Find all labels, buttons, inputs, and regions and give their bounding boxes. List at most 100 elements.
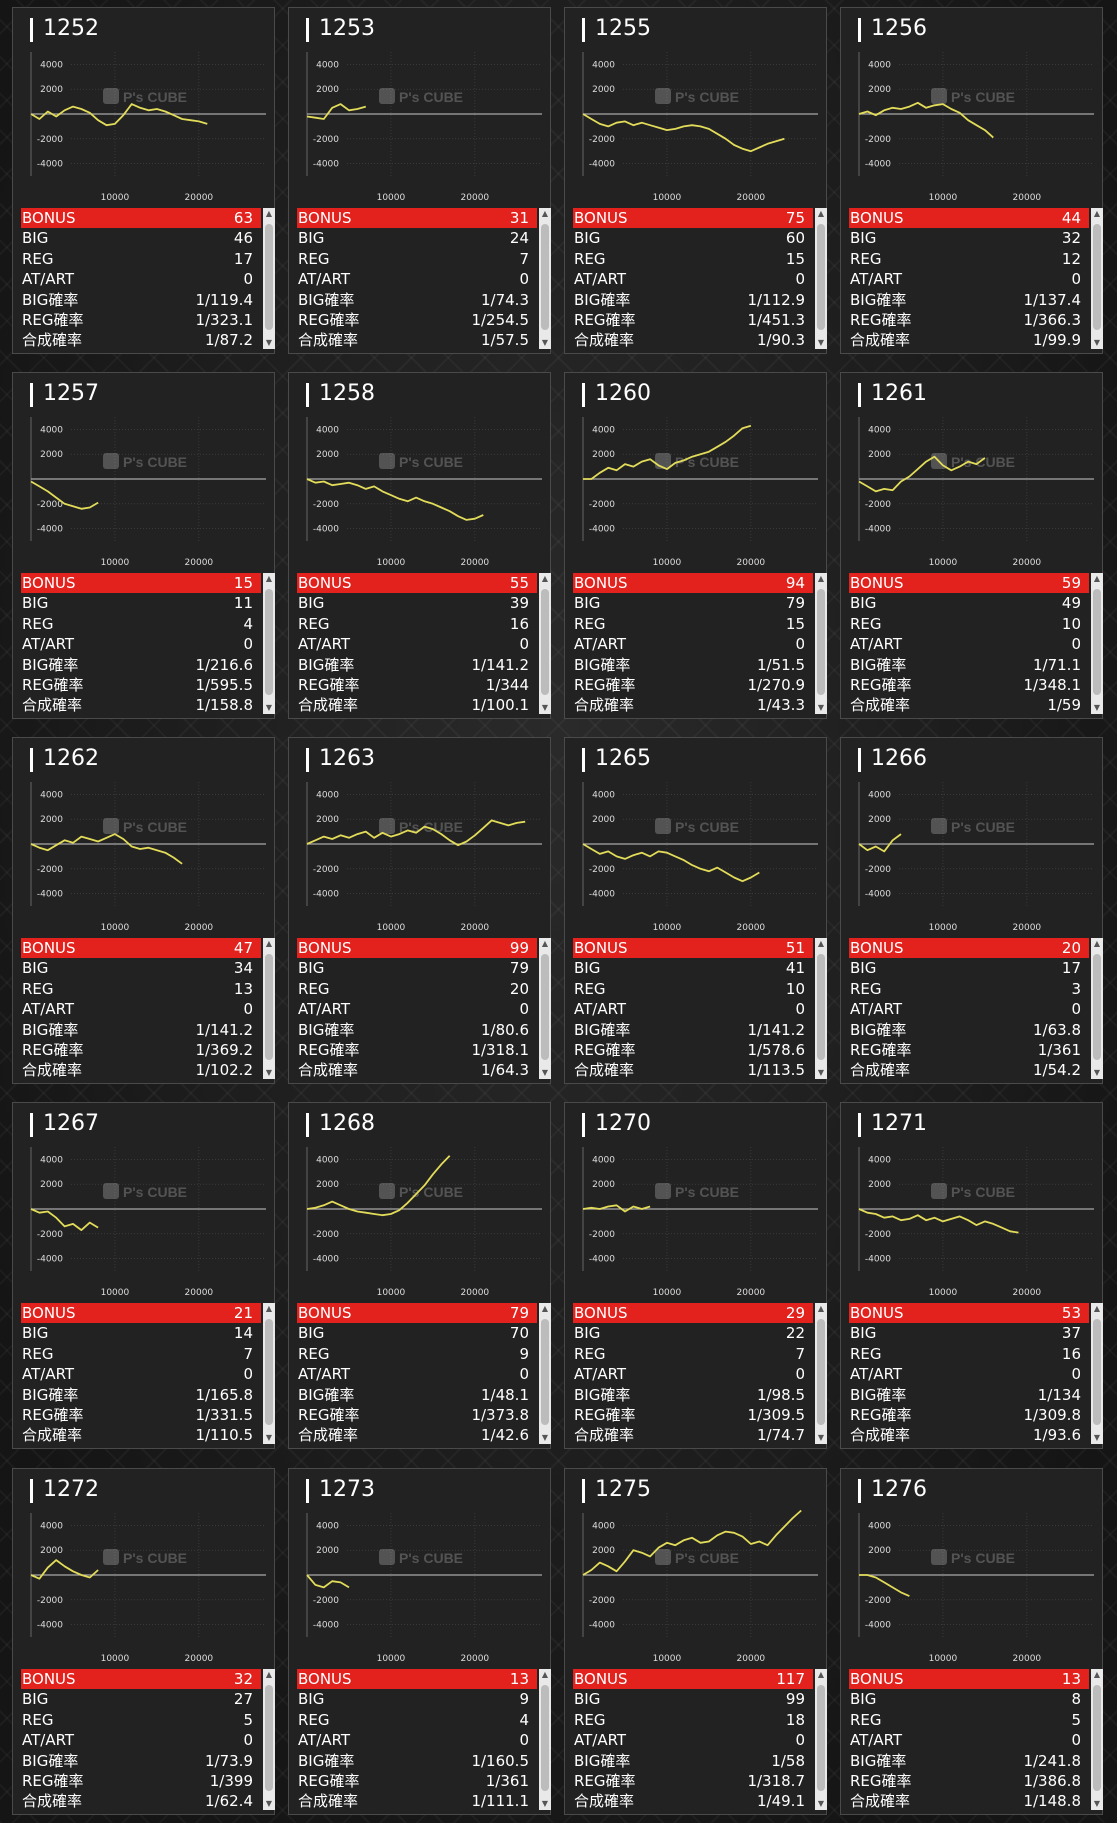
scroll-up-arrow-icon[interactable]: ▲ (1093, 1670, 1101, 1679)
stats-scrollbar[interactable]: ▲ ▼ (263, 573, 275, 714)
machine-number[interactable]: 1265 (595, 746, 651, 771)
scroll-thumb[interactable] (1093, 589, 1101, 695)
stats-scrollbar[interactable]: ▲ ▼ (815, 208, 827, 349)
scroll-up-arrow-icon[interactable]: ▲ (1093, 209, 1101, 218)
scroll-down-arrow-icon[interactable]: ▼ (541, 1068, 549, 1077)
scroll-down-arrow-icon[interactable]: ▼ (1093, 1799, 1101, 1808)
machine-card[interactable]: 1271 P's CUBE 4000 2000 -2000 -4000 10000 20000… (840, 1102, 1103, 1449)
stats-scrollbar[interactable]: ▲ ▼ (815, 938, 827, 1079)
scroll-thumb[interactable] (265, 1685, 273, 1791)
stats-scrollbar[interactable]: ▲ ▼ (263, 1303, 275, 1444)
scroll-up-arrow-icon[interactable]: ▲ (265, 1670, 273, 1679)
machine-card[interactable]: 1260 P's CUBE 4000 2000 -2000 -4000 10000 20000… (564, 372, 827, 719)
machine-number[interactable]: 1262 (43, 746, 99, 771)
machine-card[interactable]: 1255 P's CUBE 4000 2000 -2000 -4000 10000 20000… (564, 7, 827, 354)
stats-scrollbar[interactable]: ▲ ▼ (815, 573, 827, 714)
scroll-thumb[interactable] (265, 954, 273, 1060)
scroll-up-arrow-icon[interactable]: ▲ (817, 1670, 825, 1679)
machine-number[interactable]: 1273 (319, 1477, 375, 1502)
scroll-thumb[interactable] (1093, 1685, 1101, 1791)
scroll-thumb[interactable] (265, 224, 273, 330)
machine-number[interactable]: 1260 (595, 381, 651, 406)
scroll-up-arrow-icon[interactable]: ▲ (265, 209, 273, 218)
stats-scrollbar[interactable]: ▲ ▼ (539, 208, 551, 349)
stats-scrollbar[interactable]: ▲ ▼ (1091, 1303, 1103, 1444)
scroll-thumb[interactable] (541, 954, 549, 1060)
machine-card[interactable]: 1263 P's CUBE 4000 2000 -2000 -4000 10000 20000… (288, 737, 551, 1084)
machine-card[interactable]: 1262 P's CUBE 4000 2000 -2000 -4000 10000 20000… (12, 737, 275, 1084)
machine-number[interactable]: 1266 (871, 746, 927, 771)
scroll-down-arrow-icon[interactable]: ▼ (1093, 703, 1101, 712)
scroll-thumb[interactable] (541, 224, 549, 330)
machine-number[interactable]: 1252 (43, 16, 99, 41)
machine-card[interactable]: 1265 P's CUBE 4000 2000 -2000 -4000 10000 20000… (564, 737, 827, 1084)
machine-card[interactable]: 1268 P's CUBE 4000 2000 -2000 -4000 10000 20000… (288, 1102, 551, 1449)
stats-scrollbar[interactable]: ▲ ▼ (539, 1669, 551, 1810)
stats-scrollbar[interactable]: ▲ ▼ (1091, 938, 1103, 1079)
scroll-down-arrow-icon[interactable]: ▼ (817, 703, 825, 712)
machine-number[interactable]: 1272 (43, 1477, 99, 1502)
machine-number[interactable]: 1261 (871, 381, 927, 406)
scroll-up-arrow-icon[interactable]: ▲ (541, 1670, 549, 1679)
machine-number[interactable]: 1253 (319, 16, 375, 41)
scroll-up-arrow-icon[interactable]: ▲ (1093, 939, 1101, 948)
stats-scrollbar[interactable]: ▲ ▼ (539, 938, 551, 1079)
machine-card[interactable]: 1272 P's CUBE 4000 2000 -2000 -4000 10000 20000… (12, 1468, 275, 1815)
scroll-down-arrow-icon[interactable]: ▼ (817, 1799, 825, 1808)
machine-card[interactable]: 1256 P's CUBE 4000 2000 -2000 -4000 10000 20000… (840, 7, 1103, 354)
scroll-thumb[interactable] (1093, 954, 1101, 1060)
scroll-up-arrow-icon[interactable]: ▲ (265, 574, 273, 583)
machine-number[interactable]: 1268 (319, 1111, 375, 1136)
scroll-thumb[interactable] (265, 589, 273, 695)
scroll-down-arrow-icon[interactable]: ▼ (817, 338, 825, 347)
scroll-thumb[interactable] (541, 1685, 549, 1791)
stats-scrollbar[interactable]: ▲ ▼ (539, 1303, 551, 1444)
machine-number[interactable]: 1263 (319, 746, 375, 771)
machine-number[interactable]: 1256 (871, 16, 927, 41)
scroll-down-arrow-icon[interactable]: ▼ (265, 1433, 273, 1442)
scroll-down-arrow-icon[interactable]: ▼ (265, 338, 273, 347)
scroll-up-arrow-icon[interactable]: ▲ (1093, 574, 1101, 583)
machine-card[interactable]: 1276 P's CUBE 4000 2000 -2000 -4000 10000 20000… (840, 1468, 1103, 1815)
stats-scrollbar[interactable]: ▲ ▼ (1091, 1669, 1103, 1810)
scroll-down-arrow-icon[interactable]: ▼ (265, 1068, 273, 1077)
machine-card[interactable]: 1273 P's CUBE 4000 2000 -2000 -4000 10000 20000… (288, 1468, 551, 1815)
scroll-up-arrow-icon[interactable]: ▲ (541, 939, 549, 948)
scroll-down-arrow-icon[interactable]: ▼ (541, 338, 549, 347)
scroll-thumb[interactable] (1093, 224, 1101, 330)
scroll-up-arrow-icon[interactable]: ▲ (817, 209, 825, 218)
machine-number[interactable]: 1255 (595, 16, 651, 41)
machine-number[interactable]: 1267 (43, 1111, 99, 1136)
scroll-thumb[interactable] (817, 1319, 825, 1425)
stats-scrollbar[interactable]: ▲ ▼ (539, 573, 551, 714)
scroll-down-arrow-icon[interactable]: ▼ (1093, 1068, 1101, 1077)
machine-card[interactable]: 1267 P's CUBE 4000 2000 -2000 -4000 10000 20000… (12, 1102, 275, 1449)
scroll-down-arrow-icon[interactable]: ▼ (1093, 1433, 1101, 1442)
machine-number[interactable]: 1276 (871, 1477, 927, 1502)
scroll-down-arrow-icon[interactable]: ▼ (541, 703, 549, 712)
machine-number[interactable]: 1275 (595, 1477, 651, 1502)
machine-number[interactable]: 1258 (319, 381, 375, 406)
stats-scrollbar[interactable]: ▲ ▼ (815, 1669, 827, 1810)
scroll-up-arrow-icon[interactable]: ▲ (541, 574, 549, 583)
scroll-thumb[interactable] (817, 1685, 825, 1791)
machine-card[interactable]: 1252 P's CUBE 4000 2000 -2000 -4000 10000 20000… (12, 7, 275, 354)
machine-card[interactable]: 1258 P's CUBE 4000 2000 -2000 -4000 10000 20000… (288, 372, 551, 719)
scroll-up-arrow-icon[interactable]: ▲ (817, 939, 825, 948)
scroll-up-arrow-icon[interactable]: ▲ (1093, 1304, 1101, 1313)
machine-number[interactable]: 1271 (871, 1111, 927, 1136)
stats-scrollbar[interactable]: ▲ ▼ (263, 208, 275, 349)
machine-card[interactable]: 1257 P's CUBE 4000 2000 -2000 -4000 10000 20000… (12, 372, 275, 719)
machine-number[interactable]: 1257 (43, 381, 99, 406)
machine-number[interactable]: 1270 (595, 1111, 651, 1136)
scroll-thumb[interactable] (1093, 1319, 1101, 1425)
scroll-thumb[interactable] (265, 1319, 273, 1425)
stats-scrollbar[interactable]: ▲ ▼ (263, 938, 275, 1079)
machine-card[interactable]: 1261 P's CUBE 4000 2000 -2000 -4000 10000 20000… (840, 372, 1103, 719)
stats-scrollbar[interactable]: ▲ ▼ (1091, 208, 1103, 349)
machine-card[interactable]: 1266 P's CUBE 4000 2000 -2000 -4000 10000 20000… (840, 737, 1103, 1084)
stats-scrollbar[interactable]: ▲ ▼ (263, 1669, 275, 1810)
scroll-up-arrow-icon[interactable]: ▲ (817, 574, 825, 583)
scroll-thumb[interactable] (817, 224, 825, 330)
scroll-down-arrow-icon[interactable]: ▼ (817, 1068, 825, 1077)
